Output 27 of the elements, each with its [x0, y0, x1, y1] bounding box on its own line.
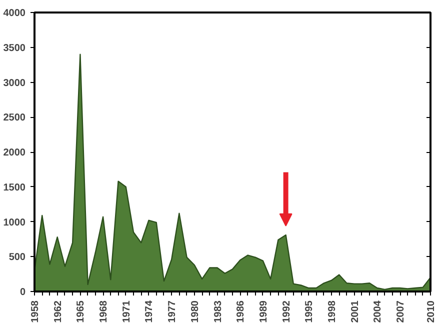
x-tick-label: 2007 [396, 300, 407, 323]
y-tick-label: 500 [8, 252, 26, 264]
x-tick-label: 1986 [236, 300, 247, 323]
x-tick-label: 1977 [167, 300, 178, 323]
x-tick-label: 2001 [350, 300, 361, 323]
x-tick-label: 1995 [304, 300, 316, 323]
y-tick-label: 2500 [3, 112, 26, 124]
y-tick-label: 2000 [3, 148, 26, 158]
x-tick-label: 1958 [30, 300, 41, 323]
x-tick-label: 1992 [281, 300, 292, 323]
x-tick-label: 1983 [212, 300, 224, 323]
y-tick-label: 1500 [3, 182, 26, 194]
y-tick-label: 1000 [3, 217, 26, 228]
x-tick-label: 1989 [258, 300, 270, 323]
x-tick-label: 2004 [372, 300, 384, 323]
x-tick-label: 1998 [327, 300, 338, 323]
x-tick-label: 1962 [52, 300, 64, 323]
x-tick-label: 1974 [144, 300, 156, 323]
x-tick-label: 1980 [190, 300, 201, 323]
y-tick-label: 0 [20, 287, 26, 298]
y-tick-label: 4000 [3, 8, 26, 19]
x-tick-label: 1971 [121, 300, 132, 323]
y-tick-label: 3500 [3, 42, 26, 54]
x-tick-label: 2010 [426, 300, 437, 323]
x-tick-label: 1965 [76, 300, 87, 323]
x-tick-label: 1968 [98, 300, 110, 323]
y-tick-label: 3000 [3, 78, 26, 89]
